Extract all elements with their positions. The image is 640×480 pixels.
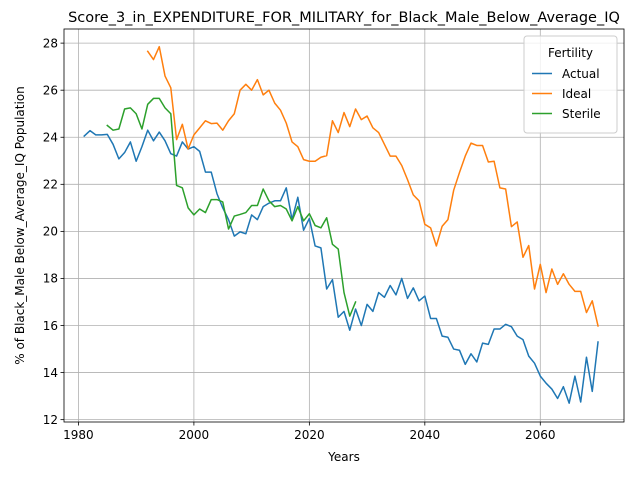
y-tick-label: 28 (43, 36, 58, 50)
series-layer (83, 45, 599, 404)
series-line-sterile (106, 97, 357, 317)
series-line-actual (83, 129, 599, 404)
x-tick-label: 1980 (63, 428, 94, 442)
x-axis-label: Years (327, 450, 360, 464)
legend: Fertility Actual Ideal Sterile (523, 35, 618, 134)
y-tick-label: 26 (43, 83, 58, 97)
legend-label-ideal: Ideal (562, 87, 591, 101)
y-tick-label: 14 (43, 366, 58, 380)
y-tick-label: 12 (43, 413, 58, 427)
x-tick-label: 2040 (410, 428, 441, 442)
plot-frame (63, 28, 625, 423)
y-axis: 12 14 16 18 20 22 24 26 28 (43, 36, 64, 427)
legend-label-sterile: Sterile (562, 107, 601, 121)
y-tick-label: 22 (43, 178, 58, 192)
y-axis-label: % of Black_Male Below_Average_IQ Populat… (13, 86, 27, 365)
y-tick-label: 18 (43, 272, 58, 286)
chart-title: Score_3_in_EXPENDITURE_FOR_MILITARY_for_… (68, 10, 620, 26)
x-axis: 1980 2000 2020 2040 2060 (63, 422, 556, 442)
y-tick-label: 16 (43, 319, 58, 333)
legend-label-actual: Actual (562, 67, 600, 81)
x-tick-label: 2020 (294, 428, 325, 442)
series-line-ideal (146, 45, 599, 327)
y-tick-label: 24 (43, 131, 58, 145)
legend-frame (523, 35, 618, 134)
x-tick-label: 2060 (525, 428, 556, 442)
legend-entries: Actual Ideal Sterile (532, 67, 601, 121)
x-tick-label: 2000 (179, 428, 210, 442)
y-tick-label: 20 (43, 225, 58, 239)
legend-title: Fertility (548, 46, 593, 60)
